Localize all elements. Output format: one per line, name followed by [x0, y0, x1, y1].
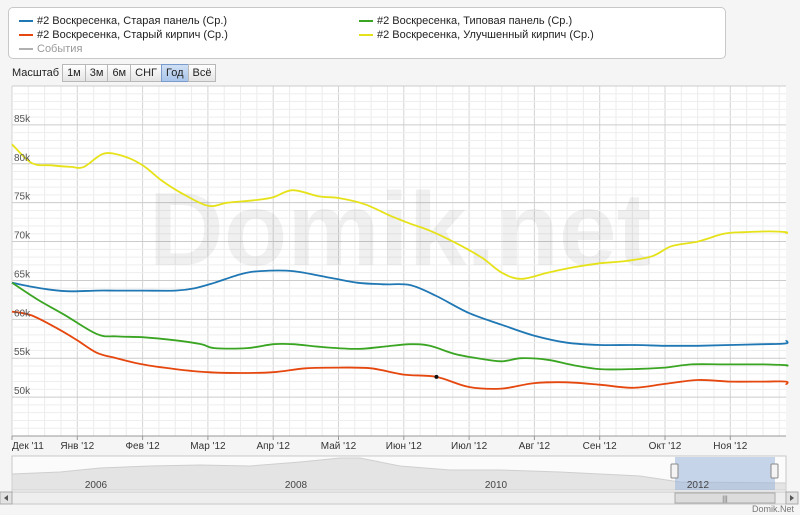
x-tick-label: Окт '12	[649, 441, 682, 452]
y-tick-label: 50k	[14, 386, 31, 397]
legend-swatch	[359, 20, 373, 22]
watermark: Domik.net	[149, 172, 652, 288]
series-line-typical-panel[interactable]	[11, 282, 789, 371]
x-tick-label: Дек '11	[12, 441, 44, 452]
zoom-toolbar: Масштаб 1м 3м 6м СНГ Год Всё	[12, 64, 217, 82]
x-tick-label: Июн '12	[386, 441, 422, 452]
x-tick-label: Ноя '12	[713, 441, 747, 452]
y-tick-label: 75k	[14, 192, 31, 203]
navigator-selection[interactable]	[675, 457, 775, 490]
legend-label: #2 Воскресенка, Типовая панель (Ср.)	[377, 15, 573, 27]
y-tick-label: 80k	[14, 153, 31, 164]
legend-swatch	[359, 34, 373, 36]
legend-item-typical-panel[interactable]: #2 Воскресенка, Типовая панель (Ср.)	[359, 15, 572, 27]
y-tick-label: 70k	[14, 231, 31, 242]
y-tick-label: 85k	[14, 114, 31, 125]
legend-item-improved-brick[interactable]: #2 Воскресенка, Улучшенный кирпич (Ср.)	[359, 29, 594, 41]
plot-area	[12, 86, 786, 436]
x-axis-labels: Дек '11 Янв '12 Фев '12 Мар '12 Апр '12 Май '…	[11, 436, 748, 452]
y-axis-labels: 50k 55k 60k 65k 70k 75k 80k 85k	[14, 114, 31, 397]
navigator-overview-area	[11, 457, 787, 491]
scrollbar-track[interactable]	[11, 491, 787, 505]
y-tick-label: 55k	[14, 347, 31, 358]
zoom-ytd-button[interactable]: СНГ	[130, 64, 162, 82]
navigator-year-label: 2012	[687, 480, 710, 491]
x-tick-label: Май '12	[321, 441, 357, 452]
navigator-year-label: 2008	[285, 480, 308, 491]
y-tick-label: 65k	[14, 269, 31, 280]
legend-label: События	[37, 43, 83, 55]
horizontal-grid	[12, 85, 786, 429]
legend-item-events[interactable]: События	[19, 43, 82, 55]
arrow-left-icon	[4, 495, 8, 501]
legend: #2 Воскресенка, Старая панель (Ср.) #2 В…	[8, 7, 726, 59]
vertical-grid	[11, 86, 780, 436]
x-tick-label: Янв '12	[60, 441, 94, 452]
navigator-year-label: 2006	[85, 480, 108, 491]
scrollbar-thumb[interactable]	[674, 492, 776, 504]
series-group	[11, 143, 789, 390]
navigator-year-label: 2010	[485, 480, 508, 491]
x-tick-label: Сен '12	[583, 441, 618, 452]
x-tick-label: Мар '12	[190, 441, 226, 452]
data-point-marker[interactable]	[434, 374, 439, 379]
legend-swatch	[19, 34, 33, 36]
x-tick-label: Авг '12	[519, 441, 551, 452]
legend-item-old-panel[interactable]: #2 Воскресенка, Старая панель (Ср.)	[19, 15, 227, 27]
navigator-left-handle[interactable]	[670, 463, 679, 479]
arrow-right-icon	[790, 495, 794, 501]
navigator-right-handle[interactable]	[770, 463, 779, 479]
legend-item-old-brick[interactable]: #2 Воскресенка, Старый кирпич (Ср.)	[19, 29, 228, 41]
y-tick-label: 60k	[14, 308, 31, 319]
legend-label: #2 Воскресенка, Старая панель (Ср.)	[37, 15, 228, 27]
zoom-6m-button[interactable]: 6м	[107, 64, 132, 82]
x-tick-label: Фев '12	[125, 441, 160, 452]
series-line-old-panel[interactable]	[11, 269, 789, 347]
series-line-improved-brick[interactable]	[11, 143, 789, 280]
zoom-all-button[interactable]: Всё	[187, 64, 217, 82]
series-line-old-brick[interactable]	[11, 310, 789, 390]
legend-swatch	[19, 20, 33, 22]
legend-label: #2 Воскресенка, Старый кирпич (Ср.)	[37, 29, 228, 41]
x-tick-label: Июл '12	[451, 441, 488, 452]
zoom-label: Масштаб	[12, 67, 60, 79]
legend-label: #2 Воскресенка, Улучшенный кирпич (Ср.)	[377, 29, 594, 41]
footer-credit: Domik.Net	[751, 504, 794, 514]
x-tick-label: Апр '12	[256, 441, 290, 452]
zoom-year-button[interactable]: Год	[160, 64, 189, 82]
legend-swatch	[19, 48, 33, 50]
scrollbar-grip-icon: |||	[722, 496, 728, 503]
